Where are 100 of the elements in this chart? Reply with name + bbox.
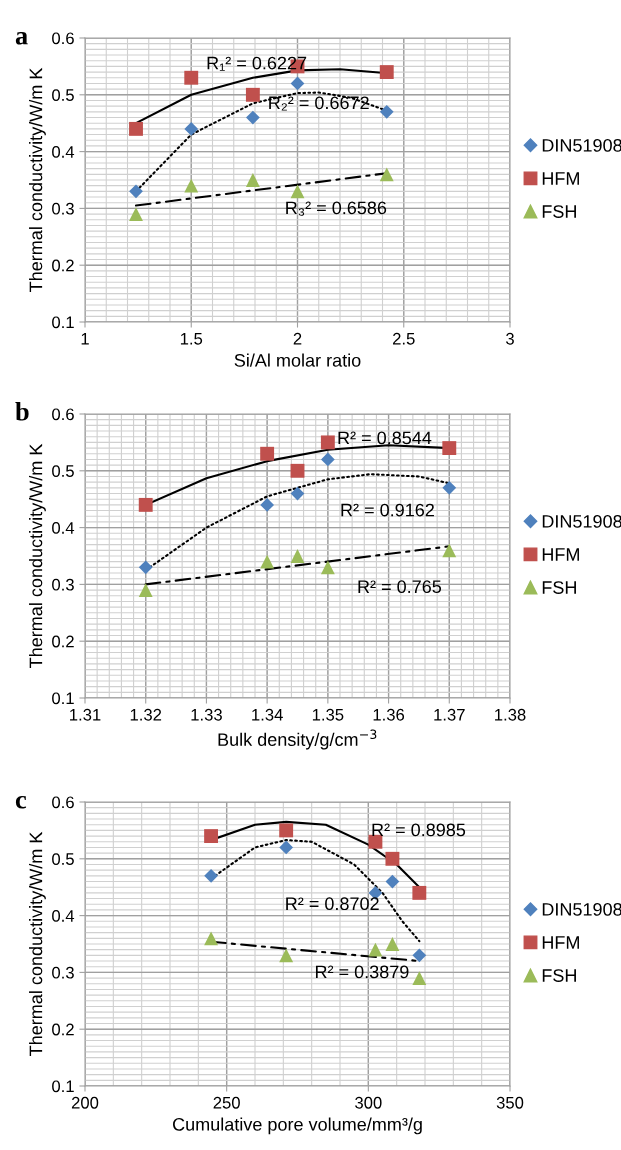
x-tick-label: 1.36	[373, 708, 405, 721]
x-tick-label: 300	[355, 1096, 382, 1109]
legend-label: HFM	[542, 172, 579, 185]
point	[138, 497, 153, 512]
point	[379, 65, 394, 80]
y-tick-label: 0.2	[52, 635, 74, 648]
annotation: R² = 0.8985	[372, 823, 466, 837]
point	[379, 104, 394, 119]
point	[385, 937, 400, 951]
point	[260, 498, 275, 512]
point	[412, 885, 427, 900]
point	[129, 184, 143, 199]
point	[184, 122, 199, 136]
x-tick-label: 3	[506, 332, 514, 345]
y-tick-label: 0.4	[52, 910, 75, 922]
y-tick-label: 0.6	[52, 796, 74, 809]
x-tick-label: 250	[213, 1096, 240, 1109]
legend-label: FSH	[542, 205, 576, 218]
legend-label: FSH	[542, 581, 576, 594]
x-tick-label: 2.5	[393, 332, 415, 345]
legend-label: FSH	[542, 969, 576, 982]
point	[320, 560, 335, 575]
y-axis-title: Thermal conductivity/W/m K	[29, 67, 46, 292]
point	[290, 184, 305, 199]
x-tick-label: 1.34	[252, 708, 283, 721]
y-axis-title: Thermal conductivity/W/m K	[29, 831, 46, 1056]
y-tick-label: 0.5	[52, 89, 74, 101]
chart-title: b	[15, 402, 29, 421]
y-tick-label: 0.2	[52, 1023, 74, 1036]
y-tick-label: 0.3	[52, 578, 74, 591]
annotation: R² = 0.8544	[338, 431, 432, 445]
point	[204, 931, 219, 946]
x-tick-label: 1.31	[70, 708, 101, 721]
legend-label: DIN51908	[542, 138, 621, 152]
x-tick-label: 1.35	[312, 708, 344, 721]
point	[368, 942, 383, 957]
point	[320, 452, 335, 467]
x-tick-label: 1.32	[130, 708, 162, 721]
point	[204, 868, 218, 883]
point	[442, 441, 457, 456]
y-tick-label: 0.3	[52, 966, 74, 979]
y-tick-label: 0.1	[52, 692, 74, 705]
x-tick-label: 2	[293, 332, 302, 345]
point	[138, 560, 153, 575]
point	[412, 971, 427, 986]
point	[260, 554, 275, 569]
y-tick-label: 0.1	[52, 1080, 74, 1093]
x-tick-label: 1.5	[180, 333, 203, 345]
y-axis-title: Thermal conductivity/W/m K	[29, 443, 46, 668]
annotation: R₂² = 0.6672	[269, 96, 369, 111]
y-tick-label: 0.6	[52, 408, 74, 421]
chart-title: a	[15, 31, 28, 45]
x-tick-label: 1	[81, 333, 89, 345]
point	[129, 121, 143, 136]
legend-label: HFM	[542, 936, 579, 949]
point	[129, 207, 143, 222]
point	[246, 110, 260, 125]
point	[260, 446, 275, 461]
point	[204, 829, 219, 844]
y-tick-label: 0.4	[52, 522, 75, 534]
legend-label: HFM	[542, 548, 579, 561]
legend-label: DIN51908	[542, 514, 621, 528]
y-tick-label: 0.4	[52, 146, 75, 158]
y-tick-label: 0.2	[52, 259, 74, 272]
legend-label: DIN51908	[542, 902, 621, 916]
point	[320, 435, 335, 450]
point	[379, 167, 394, 182]
x-tick-label: 200	[71, 1096, 99, 1109]
point	[245, 87, 260, 102]
point	[184, 178, 199, 193]
chart-title: c	[15, 795, 27, 809]
point	[412, 948, 427, 963]
point	[290, 463, 305, 478]
x-tick-label: 1.38	[495, 708, 526, 721]
annotation: R₃² = 0.6586	[286, 201, 387, 216]
point	[442, 543, 457, 558]
point	[245, 173, 260, 187]
point	[290, 549, 305, 563]
point	[184, 70, 199, 85]
point	[368, 834, 383, 849]
annotation: R² = 0.9162	[341, 503, 434, 517]
annotation: R² = 0.3879	[315, 965, 409, 979]
annotation: R² = 0.765	[358, 580, 442, 594]
y-tick-label: 0.1	[52, 316, 74, 329]
x-tick-label: 1.37	[434, 708, 465, 721]
y-tick-label: 0.6	[52, 32, 74, 45]
x-tick-label: 350	[496, 1096, 524, 1109]
point	[138, 583, 153, 598]
point	[385, 851, 400, 866]
y-tick-label: 0.3	[52, 202, 74, 215]
point	[279, 823, 294, 838]
y-tick-label: 0.5	[52, 853, 74, 865]
x-axis-title: Cumulative pore volume/mm³/g	[173, 1117, 422, 1135]
point	[279, 840, 294, 855]
x-axis-title: Si/Al molar ratio	[234, 353, 361, 367]
x-tick-label: 1.33	[191, 708, 222, 721]
x-axis-title: Bulk density/g/cm$^{−3}$	[218, 729, 377, 750]
annotation: R² = 0.8702	[286, 897, 379, 911]
point	[442, 480, 457, 495]
point	[279, 948, 294, 963]
